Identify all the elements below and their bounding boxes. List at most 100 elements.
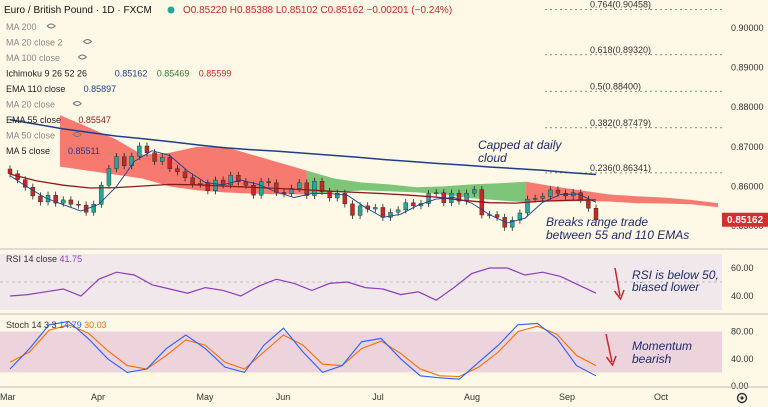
price-tick-0: 0.90000 — [731, 23, 764, 33]
candle-body-20 — [160, 157, 165, 162]
settings-gear-icon[interactable] — [736, 392, 748, 404]
candle-body-42 — [327, 191, 332, 199]
candle-body-64 — [494, 214, 500, 218]
indicator-0: MA 200 — [6, 22, 37, 32]
cloud-green — [306, 170, 527, 203]
indicator-value-8: 0.85547 — [78, 115, 111, 125]
rsi-tick-1: 40.00 — [731, 291, 754, 301]
candle-body-29 — [228, 175, 233, 186]
annotation-rsi: RSI is below 50, — [632, 268, 719, 282]
rsi-tick-0: 60.00 — [731, 263, 754, 273]
indicator-8: EMA 55 close — [6, 115, 61, 125]
candle-body-38 — [296, 182, 302, 189]
annotations: Capped at daily cloud Breaks range trade… — [478, 138, 689, 242]
candle-body-6 — [53, 194, 58, 204]
price-tick-4: 0.86000 — [731, 181, 764, 191]
annotation-rsi-2: biased lower — [632, 280, 700, 294]
time-axis[interactable]: Mar Apr May Jun Jul Aug Sep Oct — [0, 392, 668, 402]
candle-body-2 — [23, 179, 28, 188]
price-tick-2: 0.88000 — [731, 102, 764, 112]
market-status-icon — [167, 6, 175, 14]
candle-body-9 — [76, 204, 81, 206]
candle-body-15 — [121, 156, 127, 167]
rsi-down-arrow-icon — [613, 267, 625, 301]
price-tick-1: 0.89000 — [731, 62, 764, 72]
candle-body-71 — [548, 189, 553, 197]
fib-label-1: 0.618(0.89320) — [590, 45, 651, 55]
indicator-1: MA 20 close 2 — [6, 38, 63, 48]
eye-hidden-icon-1 — [82, 39, 93, 44]
candle-body-21 — [167, 157, 173, 169]
ma5-line — [9, 150, 597, 224]
candle-body-32 — [251, 185, 256, 196]
candle-body-77 — [593, 208, 599, 220]
symbol-title[interactable]: Euro / British Pound · 1D · FXCM — [4, 5, 152, 16]
ema55-line — [9, 173, 597, 204]
fib-label-4: 0.236(0.86341) — [590, 163, 651, 173]
price-axis[interactable]: 0.900000.890000.880000.870000.860000.850… — [731, 23, 764, 231]
candle-body-0 — [7, 168, 13, 174]
fib-label-2: 0.5(0.88400) — [590, 81, 641, 91]
cloud-red-1 — [60, 115, 307, 195]
indicator-6: EMA 110 close — [6, 84, 65, 94]
month-label-0: Mar — [0, 392, 16, 402]
annotation-capped: Capped at daily — [478, 138, 562, 152]
annotation-capped-2: cloud — [478, 151, 507, 165]
candle-body-48 — [373, 207, 378, 210]
candle-body-51 — [395, 209, 401, 213]
stoch-k-line — [9, 320, 597, 380]
header-legend: Euro / British Pound · 1D · FXCM O0.8522… — [4, 5, 452, 16]
candle-body-49 — [380, 207, 386, 218]
candle-body-36 — [281, 192, 287, 194]
month-label-7: Oct — [654, 392, 669, 402]
candle-body-55 — [426, 193, 431, 204]
candle-body-50 — [388, 212, 393, 218]
month-label-3: Jun — [276, 392, 291, 402]
last-price-tag: 0.85162 — [722, 212, 768, 227]
indicator-value-3: 0.85162 — [115, 69, 148, 79]
candle-body-40 — [312, 181, 317, 196]
candle-body-13 — [106, 168, 112, 186]
indicator-10: MA 5 close — [6, 146, 50, 156]
stoch-tick-0: 80.00 — [731, 327, 754, 337]
stoch-pane[interactable]: 80.00 40.00 0.00 — [0, 320, 754, 391]
candle-body-67 — [517, 212, 523, 221]
annotation-breaks: Breaks range trade — [546, 215, 648, 229]
month-label-1: Apr — [91, 392, 105, 402]
candle-body-72 — [555, 189, 561, 194]
candle-body-76 — [586, 199, 591, 209]
candle-body-24 — [190, 177, 195, 185]
candle-body-18 — [144, 145, 150, 153]
candle-body-14 — [114, 156, 119, 169]
stoch-down-arrow-icon — [605, 333, 617, 367]
month-label-5: Aug — [464, 392, 480, 402]
ema110-line — [9, 119, 597, 176]
candle-body-16 — [129, 156, 134, 167]
candle-body-59 — [456, 192, 462, 202]
indicator-3: Ichimoku 9 26 52 26 — [6, 69, 87, 79]
candle-body-19 — [152, 152, 157, 162]
candle-body-25 — [198, 183, 203, 185]
fib-label-0: 0.764(0.90458) — [590, 0, 651, 10]
candle-body-8 — [68, 199, 74, 205]
candle-body-17 — [137, 145, 142, 157]
eye-hidden-icon-7 — [72, 101, 82, 106]
annotation-breaks-2: between 55 and 110 EMAs — [546, 228, 689, 242]
stoch-header: Stoch 14 3 3 14.79 30.03 — [6, 320, 107, 330]
candle-body-23 — [182, 171, 188, 178]
stoch-d-line — [9, 324, 597, 378]
eye-hidden-icon-2 — [77, 54, 88, 60]
indicator-value-5: 0.85599 — [199, 69, 232, 79]
rsi-line — [9, 267, 597, 301]
eye-hidden-icon-9 — [72, 132, 82, 137]
stoch-tick-1: 40.00 — [731, 354, 754, 364]
candle-body-46 — [357, 205, 363, 216]
candle-body-31 — [243, 181, 249, 186]
candle-body-52 — [403, 202, 408, 211]
candle-body-56 — [433, 192, 439, 194]
rsi-pane[interactable]: 60.00 40.00 — [0, 254, 754, 310]
candle-body-69 — [532, 198, 538, 200]
candle-body-68 — [525, 198, 530, 214]
candle-body-70 — [540, 196, 545, 199]
